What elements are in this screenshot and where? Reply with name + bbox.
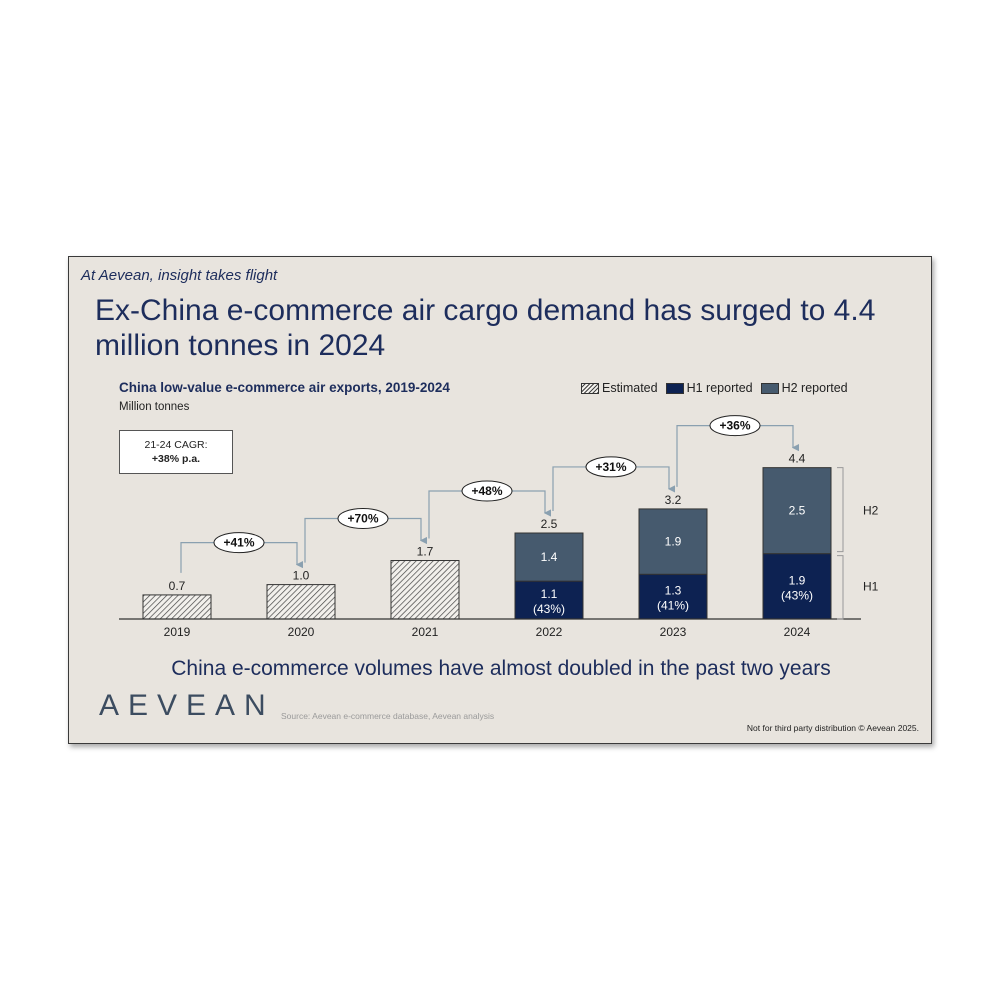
growth-label-1: +70%	[347, 512, 378, 526]
growth-label-3: +31%	[595, 460, 626, 474]
h1-label-2024: 1.9	[789, 573, 806, 587]
growth-bubble-2	[461, 480, 513, 502]
bracket-label-h1: H1	[863, 579, 879, 593]
source-note: Source: Aevean e-commerce database, Aeve…	[281, 711, 495, 721]
growth-bubble-0	[213, 532, 265, 554]
total-label-2022: 2.5	[541, 517, 558, 531]
bar-h2-2023	[638, 508, 708, 575]
x-tick-2020: 2020	[288, 625, 315, 639]
bar-chart: 0.720191.020201.720211.1(43%)1.42.520221…	[119, 415, 879, 639]
total-label-2023: 3.2	[665, 493, 682, 507]
x-tick-2023: 2023	[660, 625, 687, 639]
growth-bubble-1	[337, 508, 389, 530]
bar-estimated-2020	[266, 584, 336, 620]
legend-item-h1: H1 reported	[665, 381, 753, 395]
h2-label-2024: 2.5	[789, 504, 806, 518]
growth-label-0: +41%	[223, 536, 254, 550]
bar-h1-2022	[514, 580, 584, 620]
bar-h2-2024	[762, 467, 832, 555]
bracket-h1	[837, 555, 844, 620]
legend-swatch-h1	[665, 382, 684, 394]
bar-estimated-2021	[390, 560, 460, 620]
x-tick-2019: 2019	[164, 625, 191, 639]
h2-label-2023: 1.9	[665, 535, 682, 549]
total-label-2019: 0.7	[169, 579, 186, 593]
growth-label-4: +36%	[719, 419, 750, 433]
legend-label-h1: H1 reported	[686, 381, 753, 395]
legend-item-h2: H2 reported	[760, 381, 848, 395]
chart-title: China low-value e-commerce air exports, …	[119, 380, 450, 395]
bracket-label-h2: H2	[863, 504, 879, 518]
chart-legend: Estimated H1 reported H2 reported	[581, 381, 848, 395]
x-tick-2024: 2024	[784, 625, 811, 639]
bar-h2-2022	[514, 532, 584, 582]
bar-estimated-2019	[142, 594, 212, 620]
growth-bubble-4	[709, 415, 761, 437]
y-axis-unit: Million tonnes	[119, 401, 190, 413]
total-label-2024: 4.4	[789, 452, 806, 466]
x-tick-2022: 2022	[536, 625, 563, 639]
tagline: At Aevean, insight takes flight	[81, 267, 278, 284]
bar-h1-2023	[638, 573, 708, 620]
legend-item-estimated: Estimated	[581, 381, 658, 395]
legend-label-h2: H2 reported	[781, 381, 848, 395]
cagr-label: 21-24 CAGR:	[144, 439, 208, 451]
h1-label-2022-share: (43%)	[533, 602, 565, 616]
h2-label-2022: 1.4	[541, 550, 558, 564]
footer-note: Not for third party distribution © Aevea…	[746, 723, 919, 733]
aevean-logo: AEVEAN	[99, 689, 275, 722]
conclusion-text: China e-commerce volumes have almost dou…	[171, 657, 831, 680]
cagr-callout: 21-24 CAGR: +38% p.a.	[119, 430, 233, 474]
cagr-value: +38% p.a.	[151, 453, 201, 465]
h1-label-2023: 1.3	[665, 584, 682, 598]
slide: At Aevean, insight takes flight Ex-China…	[68, 256, 932, 744]
bar-h1-2024	[762, 553, 832, 620]
growth-label-2: +48%	[471, 484, 502, 498]
x-tick-2021: 2021	[412, 625, 439, 639]
growth-bubble-3	[585, 456, 637, 478]
bracket-h2	[837, 467, 844, 553]
legend-swatch-estimated	[581, 382, 599, 394]
h1-label-2022: 1.1	[541, 587, 558, 601]
h1-label-2023-share: (41%)	[657, 599, 689, 613]
total-label-2021: 1.7	[417, 545, 434, 559]
page-title: Ex-China e-commerce air cargo demand has…	[95, 294, 876, 362]
h1-label-2024-share: (43%)	[781, 588, 813, 602]
legend-label-estimated: Estimated	[602, 381, 658, 395]
legend-swatch-h2	[760, 382, 779, 394]
total-label-2020: 1.0	[293, 569, 310, 583]
